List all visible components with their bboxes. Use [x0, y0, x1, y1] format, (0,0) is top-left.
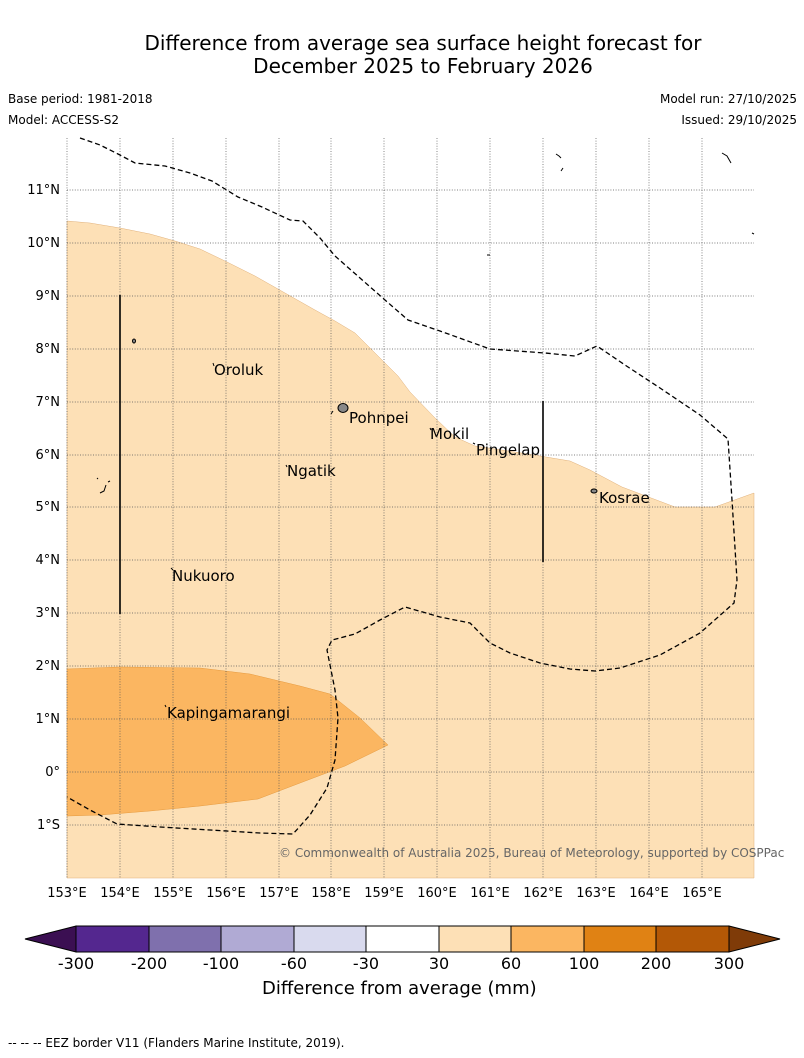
colorbar-segment	[510, 925, 585, 953]
islet-mark	[132, 338, 136, 344]
lon-label: 164°E	[629, 886, 669, 901]
colorbar-tick: -60	[281, 954, 307, 973]
latitude-axis: 11°N 10°N 9°N 8°N 7°N 6°N 5°N 4°N 3°N 2°…	[27, 183, 60, 833]
colorbar-segment	[438, 925, 512, 953]
lat-label: 8°N	[36, 342, 61, 357]
colorbar-right-arrow	[728, 925, 781, 953]
colorbar-tick: -30	[353, 954, 379, 973]
islet-mark	[429, 427, 432, 431]
colorbar-tick: 100	[569, 954, 600, 973]
lon-label: 158°E	[311, 886, 351, 901]
place-oroluk: Oroluk	[214, 361, 263, 379]
colorbar-segment	[583, 925, 657, 953]
base-period: Base period: 1981-2018	[8, 92, 153, 106]
islands	[96, 152, 755, 708]
lat-label: 11°N	[27, 183, 60, 198]
eez-borders	[66, 137, 738, 835]
colorbar: -300 -200 -100 -60 -30 30 60 100 200 300	[24, 925, 781, 973]
lon-label: 159°E	[364, 886, 404, 901]
copyright-notice: © Commonwealth of Australia 2025, Bureau…	[279, 846, 784, 860]
pohnpei-island	[337, 403, 349, 413]
islet-mark	[170, 567, 174, 571]
lon-label: 154°E	[100, 886, 140, 901]
colorbar-tick: 30	[429, 954, 449, 973]
lon-label: 161°E	[470, 886, 510, 901]
title-line-2: December 2025 to February 2026	[253, 54, 593, 78]
lat-label: 7°N	[36, 395, 61, 410]
islet-mark	[751, 232, 755, 235]
colorbar-tick: 200	[641, 954, 672, 973]
place-ngatik: Ngatik	[287, 462, 336, 480]
lon-label: 165°E	[682, 886, 722, 901]
lon-label: 153°E	[47, 886, 87, 901]
lat-label: 1°S	[37, 818, 60, 833]
islet-mark	[560, 167, 564, 172]
longitude-axis: 153°E 154°E 155°E 156°E 157°E 158°E 159°…	[47, 886, 722, 901]
place-kapingamarangi: Kapingamarangi	[167, 704, 290, 722]
colorbar-title: Difference from average (mm)	[262, 978, 537, 999]
colorbar-tick: -100	[203, 954, 239, 973]
lat-label: 4°N	[36, 553, 61, 568]
map-title: Difference from average sea surface heig…	[0, 32, 804, 78]
lon-label: 156°E	[206, 886, 246, 901]
colorbar-tick: -300	[58, 954, 94, 973]
islet-mark	[555, 153, 562, 159]
islet-mark	[285, 464, 288, 468]
place-nukuoro: Nukuoro	[172, 567, 235, 585]
lon-label: 160°E	[417, 886, 457, 901]
colorbar-segment	[293, 925, 367, 953]
islet-mark	[330, 410, 334, 415]
lat-label: 3°N	[36, 606, 61, 621]
colorbar-segment	[75, 925, 150, 953]
kosrae-island	[590, 488, 598, 494]
islet-mark	[107, 480, 111, 483]
colorbar-segment	[148, 925, 222, 953]
title-line-1: Difference from average sea surface heig…	[144, 31, 702, 55]
lat-label: 5°N	[36, 500, 61, 515]
eez-footnote: -- -- -- EEZ border V11 (Flanders Marine…	[8, 1036, 345, 1050]
lat-label: 6°N	[36, 448, 61, 463]
model-run: Model run: 27/10/2025	[659, 92, 797, 106]
islet-mark	[212, 362, 215, 367]
anomaly-area-60-100	[66, 666, 389, 817]
lat-label: 0°	[45, 765, 60, 780]
colorbar-segment	[220, 925, 295, 953]
place-pingelap: Pingelap	[476, 441, 540, 459]
lat-label: 2°N	[36, 659, 61, 674]
lon-label: 157°E	[259, 886, 299, 901]
model-name: Model: ACCESS-S2	[8, 113, 120, 127]
colorbar-tick: 60	[501, 954, 521, 973]
islet-mark	[99, 484, 107, 494]
islet-mark	[164, 704, 167, 708]
islet-mark	[472, 442, 476, 445]
colorbar-segment	[655, 925, 730, 953]
lon-label: 163°E	[576, 886, 616, 901]
lon-label: 155°E	[153, 886, 193, 901]
lat-label: 9°N	[36, 289, 61, 304]
colorbar-left-arrow	[24, 925, 77, 953]
islet-mark	[96, 477, 99, 480]
colorbar-tick: 300	[714, 954, 745, 973]
place-kosrae: Kosrae	[599, 489, 650, 507]
place-mokil: Mokil	[430, 425, 469, 443]
colorbar-segment	[365, 925, 440, 953]
lat-label: 1°N	[36, 712, 61, 727]
lon-label: 162°E	[523, 886, 563, 901]
islet-mark	[721, 152, 732, 164]
colorbar-tick: -200	[131, 954, 167, 973]
issued-date: Issued: 29/10/2025	[681, 113, 797, 127]
place-pohnpei: Pohnpei	[349, 409, 409, 427]
lat-label: 10°N	[27, 236, 60, 251]
